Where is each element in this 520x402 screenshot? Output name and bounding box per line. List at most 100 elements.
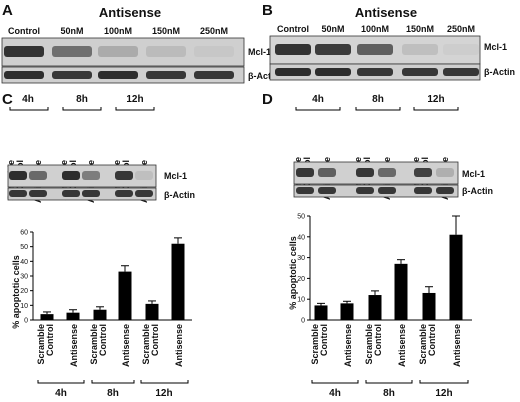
- protein-label-actin: β-Actin: [462, 186, 493, 196]
- time-label: 8h: [383, 388, 395, 399]
- y-tick-label: 10: [297, 297, 305, 304]
- time-label: 4h: [55, 388, 67, 399]
- protein-label-mcl1: Mcl-1: [484, 42, 507, 52]
- y-axis-label: % apoptotic cells: [288, 236, 298, 310]
- time-bracket: [419, 380, 469, 384]
- blot-band: [9, 190, 27, 197]
- lane-label: ScrambleControl: [141, 324, 160, 365]
- bar: [40, 314, 54, 320]
- time-bracket: [311, 380, 359, 384]
- y-axis-label: % apoptotic cells: [11, 255, 21, 329]
- lane-label: ScrambleControl: [364, 324, 383, 365]
- bar: [93, 309, 107, 320]
- bar: [66, 312, 80, 320]
- blot-band: [357, 44, 393, 55]
- blot-band: [414, 187, 432, 194]
- x-lane-labels: ScrambleControl Antisense ScrambleControl A…: [36, 324, 184, 367]
- bar: [368, 295, 382, 320]
- apoptosis-bar-chart: 0 10 20 30 40 50: [297, 214, 472, 325]
- apoptosis-bar-chart: 0 10 20 30 40 50 60: [20, 230, 192, 325]
- blot-band: [194, 71, 234, 79]
- blot-band: [62, 171, 80, 180]
- lane-label: ScrambleControl: [36, 324, 55, 365]
- lane-label: ScrambleControl: [310, 324, 329, 365]
- lane-label: Antisense: [343, 324, 353, 367]
- blot-band: [115, 190, 133, 197]
- y-tick-label: 30: [20, 274, 28, 281]
- blot-band: [378, 168, 396, 177]
- blot-band: [98, 71, 138, 79]
- panel-c: C 4h 8h 12h ScrambleControl Antisense Scra…: [2, 91, 195, 399]
- time-bracket: [413, 107, 459, 111]
- blot-band: [436, 187, 454, 194]
- time-label: 8h: [107, 388, 119, 399]
- blot-band: [135, 190, 153, 197]
- blot-band: [275, 68, 311, 76]
- lane-label: ScrambleControl: [418, 324, 437, 365]
- blot-band: [275, 44, 311, 55]
- mcl1-blot-strip: [293, 161, 459, 185]
- lane-label: 150nM: [406, 24, 434, 34]
- protein-label-mcl1: Mcl-1: [462, 169, 485, 179]
- panel-c-label: C: [2, 91, 13, 108]
- panel-a-label: A: [2, 2, 13, 19]
- lane-label: 250nM: [447, 24, 475, 34]
- actin-bands: [4, 71, 234, 79]
- blot-band: [436, 168, 454, 177]
- lane-label: 150nM: [152, 26, 180, 36]
- time-label: 4h: [22, 94, 34, 105]
- time-label: 4h: [312, 94, 324, 105]
- y-tick-label: 0: [24, 318, 28, 325]
- blot-band: [414, 168, 432, 177]
- time-label: 12h: [435, 388, 452, 399]
- lane-label: Antisense: [121, 324, 131, 367]
- time-label: 12h: [427, 94, 444, 105]
- time-bracket: [115, 107, 155, 111]
- panel-d: D 4h 8h 12h ScrambleControlAntisenseScra…: [262, 91, 493, 399]
- blot-band: [296, 187, 314, 194]
- time-label: 12h: [155, 388, 172, 399]
- lane-label: 50nM: [321, 24, 344, 34]
- x-lane-labels: ScrambleControl Antisense ScrambleControl A…: [310, 324, 462, 367]
- bar: [314, 305, 328, 320]
- bar: [422, 292, 436, 320]
- protein-label-mcl1: Mcl-1: [248, 47, 271, 57]
- bar: [145, 303, 159, 320]
- blot-band: [52, 46, 92, 57]
- time-bracket: [295, 107, 341, 111]
- time-bracket: [9, 107, 49, 111]
- lane-label: 100nM: [104, 26, 132, 36]
- mcl1-bands: [9, 171, 153, 180]
- y-tick-label: 60: [20, 230, 28, 237]
- lane-label: 50nM: [60, 26, 83, 36]
- time-bracket: [37, 380, 85, 384]
- blot-band: [443, 44, 479, 55]
- time-bracket: [355, 107, 401, 111]
- lane-label: Control: [277, 24, 309, 34]
- blot-band: [146, 71, 186, 79]
- blot-band: [115, 171, 133, 180]
- lane-label: Control: [8, 26, 40, 36]
- y-tick-label: 50: [297, 214, 305, 221]
- blot-band: [29, 171, 47, 180]
- panel-b-header: Antisense: [355, 5, 417, 20]
- actin-bands: [296, 187, 454, 194]
- time-label: 12h: [126, 94, 143, 105]
- mcl1-bands: [275, 44, 479, 55]
- blot-band: [4, 46, 44, 57]
- blot-band: [135, 171, 153, 180]
- time-label: 8h: [76, 94, 88, 105]
- protein-label-mcl1: Mcl-1: [164, 171, 187, 181]
- blot-band: [146, 46, 186, 57]
- blot-band: [378, 187, 396, 194]
- blot-band: [194, 46, 234, 57]
- blot-band: [315, 68, 351, 76]
- blot-band: [296, 168, 314, 177]
- protein-label-actin: β-Actin: [248, 71, 279, 81]
- blot-band: [356, 187, 374, 194]
- protein-label-actin: β-Actin: [484, 67, 515, 77]
- panel-a-header: Antisense: [99, 5, 161, 20]
- lane-label: ScrambleControl: [89, 324, 108, 365]
- y-tick-label: 40: [20, 259, 28, 266]
